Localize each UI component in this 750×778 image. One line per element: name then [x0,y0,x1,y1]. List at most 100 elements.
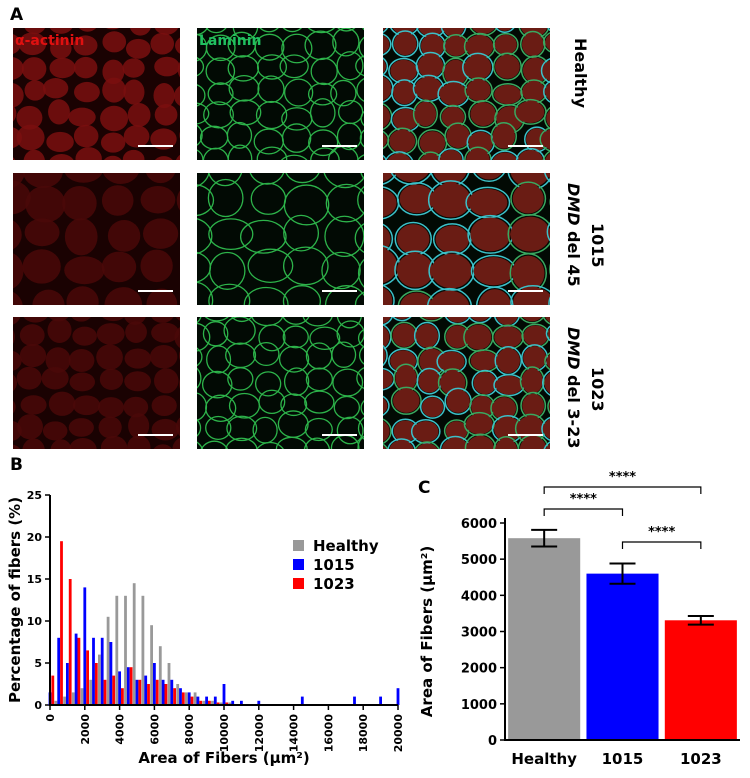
x-tick-label: 1015 [602,750,644,768]
fiber [124,348,152,369]
histogram-bar [66,663,69,705]
fiber [383,369,393,389]
laminin [239,219,287,254]
laminin [232,28,259,41]
laminin [281,123,312,153]
fiber [416,443,438,449]
laminin [304,390,335,414]
column-label: Laminin [199,33,262,49]
y-tick-label: 5000 [461,553,497,568]
fiber [13,317,21,325]
laminin [357,185,364,215]
laminin [325,183,364,223]
error-bar [687,614,714,626]
laminin [254,371,282,397]
fiber [542,60,550,82]
fiber [441,437,469,449]
fiber [13,444,21,449]
fiber [521,368,543,394]
row-label: Healthy [571,38,590,109]
fiber [62,185,97,221]
laminin [205,415,232,440]
fiber [49,57,76,79]
histogram-bar [179,688,182,705]
fiber [546,354,550,369]
histogram-bar [54,700,58,705]
fiber [172,437,180,449]
histogram-bar [80,688,84,705]
fiber [492,152,518,160]
fiber [394,173,429,183]
fiber [153,83,175,109]
histogram-bar [225,702,229,705]
fiber [146,173,176,184]
laminin [324,215,364,258]
histogram-bar [257,700,261,705]
panel-label: A [10,5,24,25]
fiber [420,153,441,160]
histogram-bar [103,679,107,705]
fiber [18,32,47,56]
histogram-bar [112,675,116,705]
fiber [151,317,174,323]
fiber [435,225,470,254]
histogram-bar [208,700,211,705]
fiber [549,227,550,236]
laminin [545,325,550,342]
laminin [197,124,203,146]
laminin [541,416,550,441]
fiber [439,82,468,106]
fiber [478,289,512,305]
laminin [253,342,280,367]
fiber [447,317,469,323]
laminin [323,173,364,189]
laminin [547,398,550,415]
fiber [127,435,151,449]
histogram-bar [109,642,113,705]
fiber [49,28,73,34]
fiber [19,324,45,347]
x-tick-label: 8000 [183,714,196,745]
laminin [357,417,364,440]
fiber [69,438,97,449]
image-bg [197,173,364,305]
laminin [227,55,260,82]
fiber [466,148,490,160]
fiber [446,325,469,349]
fiber [175,417,180,437]
fiber [50,38,72,59]
fiber [547,173,550,179]
fiber [102,59,125,85]
fiber [102,173,139,185]
x-tick-label: 20000 [392,714,405,753]
fiber [13,28,15,31]
fiber [541,129,550,150]
histogram-bar [132,583,136,705]
gene: DMD [564,183,583,225]
laminin [548,296,550,305]
histogram-bar [121,688,124,705]
fiber [72,326,97,346]
fiber [422,317,441,320]
laminin [308,129,339,157]
fiber [174,37,180,54]
laminin [324,285,364,305]
fiber [13,374,18,392]
fiber [546,109,550,127]
fiber [473,371,497,395]
fiber [494,326,522,348]
axes [504,518,740,741]
fiber [20,395,47,415]
fiber [397,224,430,254]
fiber [494,54,520,79]
fiber [430,182,471,218]
laminin [383,395,390,416]
laminin [302,317,333,327]
error-bar [531,528,558,548]
fiber [23,317,48,323]
y-tick-label: 3000 [461,626,497,641]
fiber [64,256,105,285]
laminin [303,437,331,449]
laminin [307,82,338,106]
fiber [510,216,550,252]
